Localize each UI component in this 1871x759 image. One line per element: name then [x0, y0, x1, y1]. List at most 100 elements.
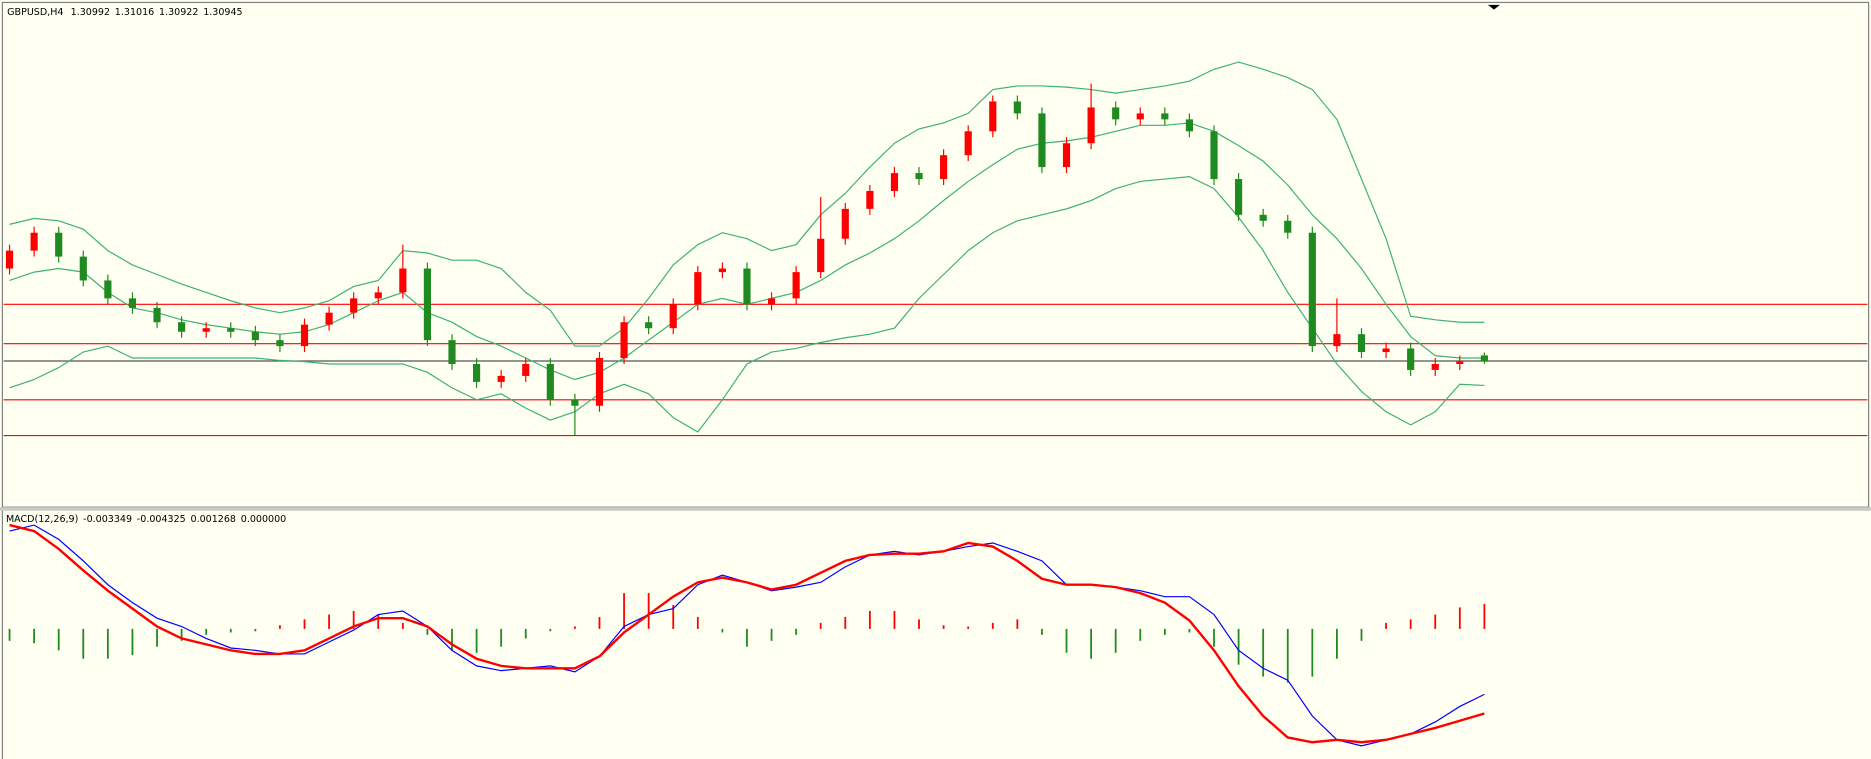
- candle-body: [178, 322, 186, 332]
- histogram-bar: [328, 614, 330, 629]
- candle-body: [497, 375, 505, 382]
- histogram-bar: [82, 628, 85, 659]
- histogram-bar: [1114, 628, 1117, 653]
- candle-body: [1062, 143, 1071, 168]
- histogram-bar: [647, 593, 650, 629]
- histogram-bar: [1458, 607, 1461, 629]
- macd-pane: [8, 523, 1486, 747]
- last-low: 1.30922: [159, 6, 198, 17]
- candle-body: [374, 292, 382, 299]
- histogram-bar: [795, 628, 798, 635]
- histogram-bar: [279, 625, 281, 629]
- histogram-bar: [475, 628, 478, 653]
- candle-body: [645, 322, 653, 329]
- histogram-bar: [1139, 628, 1142, 641]
- candle-body: [1456, 361, 1464, 364]
- histogram-bar: [426, 628, 429, 635]
- histogram-bar: [352, 610, 355, 629]
- shift-marker: [1487, 4, 1500, 10]
- candle-body: [55, 232, 63, 257]
- histogram-bar: [1409, 619, 1412, 629]
- histogram-bar: [574, 626, 576, 629]
- histogram-bar: [598, 616, 601, 629]
- histogram-bar: [57, 628, 60, 651]
- candle-body: [1210, 131, 1218, 180]
- histogram-bar: [1237, 628, 1240, 665]
- price-header: GBPUSD,H4 1.30992 1.31016 1.30922 1.30945: [7, 6, 242, 17]
- histogram-bar: [524, 628, 527, 639]
- histogram-bar: [131, 628, 134, 656]
- candle-body: [546, 363, 554, 400]
- price-pane: [3, 61, 1868, 437]
- macd-title: MACD(12,26,9): [6, 514, 78, 525]
- histogram-bar: [1188, 628, 1191, 633]
- candle-body: [1407, 348, 1415, 370]
- macd-header: MACD(12,26,9) -0.003349 -0.004325 0.001268 0…: [6, 514, 286, 525]
- candle-body: [448, 340, 456, 364]
- histogram-bar: [623, 593, 625, 629]
- candle-body: [1284, 220, 1292, 233]
- candle-body: [1357, 334, 1366, 353]
- histogram-bar: [967, 626, 970, 629]
- symbol: GBPUSD,H4: [7, 6, 63, 17]
- histogram-bar: [106, 628, 109, 659]
- macd-main-last: -0.003349: [83, 514, 132, 525]
- histogram-bar: [500, 628, 503, 647]
- last-open: 1.30992: [71, 6, 110, 17]
- candle-body: [276, 340, 284, 347]
- histogram-bar: [1041, 628, 1043, 635]
- histogram-bar: [1483, 604, 1486, 629]
- candle-body: [1161, 113, 1169, 120]
- candle-body: [792, 272, 800, 299]
- histogram-bar: [254, 628, 257, 632]
- candle-body: [1185, 119, 1194, 132]
- histogram-bar: [1311, 628, 1314, 677]
- macd-signal-last: -0.004325: [137, 514, 186, 525]
- histogram-bar: [746, 628, 748, 647]
- candle-body: [1087, 107, 1095, 144]
- pane-separator: [0, 507, 1871, 511]
- histogram-bar: [696, 616, 699, 629]
- candle-body: [595, 358, 604, 406]
- histogram-bar: [1286, 628, 1289, 683]
- candle-body: [227, 328, 235, 332]
- histogram-bar: [1434, 614, 1437, 629]
- histogram-bar: [156, 628, 158, 647]
- candle-body: [817, 238, 825, 273]
- candle-body: [1235, 179, 1243, 215]
- macd-extra: 0.000000: [241, 514, 286, 525]
- candle-body: [620, 322, 628, 359]
- histogram-bar: [1016, 619, 1019, 629]
- candle-body: [1382, 348, 1390, 353]
- candle-body: [473, 363, 481, 382]
- candle-body: [251, 331, 259, 341]
- histogram-bar: [1262, 628, 1265, 677]
- histogram-bar: [918, 619, 920, 629]
- histogram-bar: [303, 619, 306, 629]
- histogram-bar: [377, 614, 380, 629]
- candle-body: [1333, 334, 1341, 347]
- candle-body: [1038, 113, 1046, 168]
- candle-body: [571, 399, 579, 406]
- candle-body: [1480, 355, 1488, 362]
- histogram-bar: [8, 628, 11, 641]
- histogram-bar: [1090, 628, 1092, 659]
- candle-body: [350, 298, 358, 313]
- macd-signal-line: [9, 523, 1485, 744]
- histogram-bar: [672, 605, 675, 629]
- histogram-bar: [868, 610, 871, 629]
- candle-body: [1013, 101, 1021, 114]
- histogram-bar: [401, 622, 404, 629]
- histogram-bar: [942, 625, 945, 629]
- histogram-bar: [770, 628, 773, 641]
- histogram-bar: [893, 610, 896, 629]
- candle-body: [423, 268, 431, 341]
- candle-body: [964, 131, 972, 156]
- histogram-bar: [33, 628, 36, 644]
- candle-body: [1136, 113, 1144, 120]
- candle-body: [104, 280, 112, 299]
- candle-body: [866, 190, 874, 209]
- histogram-bar: [721, 628, 724, 633]
